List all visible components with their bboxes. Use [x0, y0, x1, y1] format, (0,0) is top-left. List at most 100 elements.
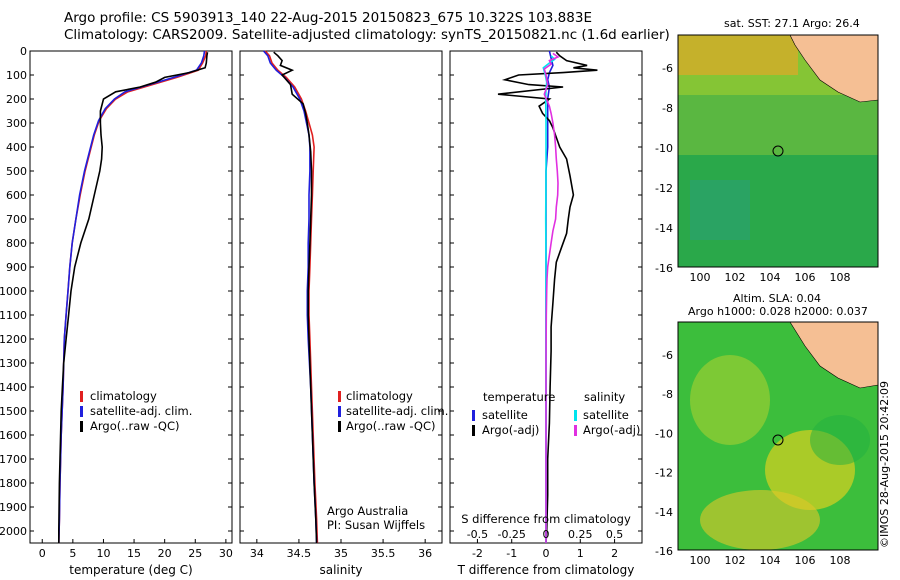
map-lat-label: -16 — [655, 262, 673, 275]
series-line-3 — [58, 52, 209, 543]
legend-swatch — [574, 425, 577, 436]
map-lon-label: 102 — [725, 554, 746, 567]
y-tick-label: 1900 — [0, 501, 27, 514]
map-lat-label: -6 — [662, 349, 673, 362]
sst-map — [677, 34, 879, 268]
x-axis-label: salinity — [319, 563, 362, 577]
y-tick-label: 700 — [6, 213, 27, 226]
legend-label: climatology — [90, 389, 157, 403]
y-tick-label: 1700 — [0, 453, 27, 466]
y-tick-label: 900 — [6, 261, 27, 274]
map-lon-label: 102 — [725, 271, 746, 284]
sla-map-title-2: Argo h1000: 0.028 h2000: 0.037 — [688, 305, 868, 318]
legend-swatch — [338, 406, 341, 417]
y-tick-label: 200 — [6, 93, 27, 106]
legend-label: satellite — [583, 408, 629, 422]
legend-label: satellite-adj. clim. — [346, 404, 448, 418]
legend-title-temperature: temperature — [483, 390, 555, 404]
sla-map-title-1: Altim. SLA: 0.04 — [733, 292, 822, 305]
s-tick-label: 0 — [543, 528, 550, 541]
y-tick-label: 1400 — [0, 381, 27, 394]
y-tick-label: 1600 — [0, 429, 27, 442]
x-tick-label: 20 — [158, 547, 172, 560]
legend-label: Argo(-adj) — [482, 423, 539, 437]
legend-title-salinity: salinity — [584, 390, 625, 404]
s-tick-label: -0.5 — [467, 528, 488, 541]
sst-map-argo-position — [772, 145, 784, 157]
s-tick-label: 0.5 — [606, 528, 624, 541]
map-lat-label: -6 — [662, 62, 673, 75]
x-tick-label: 5 — [69, 547, 76, 560]
x-axis-label: temperature (deg C) — [69, 563, 192, 577]
legend-swatch — [338, 421, 341, 432]
y-tick-label: 300 — [6, 117, 27, 130]
s-tick-label: 0.25 — [568, 528, 593, 541]
chart-panel-3: -2 -1 0 1 2 T difference from climatology temp… — [449, 50, 643, 577]
map-lon-label: 100 — [690, 271, 711, 284]
x-tick-label: 1 — [577, 547, 584, 560]
x-tick-label: 35.5 — [371, 547, 396, 560]
legend-swatch — [338, 391, 341, 402]
sla-map-frame — [677, 321, 879, 551]
legend-swatch — [574, 410, 577, 421]
y-tick-label: 1800 — [0, 477, 27, 490]
map-lat-label: -14 — [655, 222, 673, 235]
series-line-4 — [543, 52, 560, 543]
sla-map-high-a — [690, 355, 770, 445]
y-tick-label: 800 — [6, 237, 27, 250]
x-tick-label: 0 — [543, 547, 550, 560]
map-lat-label: -12 — [655, 182, 673, 195]
series-line-2 — [58, 50, 206, 544]
sst-map-mid-band — [678, 95, 878, 155]
x-tick-label: 30 — [219, 547, 233, 560]
map-lon-label: 108 — [830, 554, 851, 567]
legend-label: Argo(-adj) — [583, 423, 640, 437]
legend-swatch — [472, 425, 475, 436]
x-tick-label: -1 — [506, 547, 517, 560]
annotation-line: Argo Australia — [327, 504, 408, 518]
series-line-3 — [273, 51, 318, 544]
panel-frame — [239, 50, 443, 544]
map-lat-label: -16 — [655, 545, 673, 558]
y-tick-label: 500 — [6, 165, 27, 178]
map-lon-label: 106 — [795, 554, 816, 567]
y-tick-label: 600 — [6, 189, 27, 202]
legend-label: Argo(..raw -QC) — [90, 419, 180, 433]
profile-title: Argo profile: CS 5903913_140 22-Aug-2015… — [64, 10, 592, 26]
map-lon-label: 100 — [690, 554, 711, 567]
chart-panel-1: 0100200300400500600700800900100011001200… — [0, 45, 233, 577]
legend-label: Argo(..raw -QC) — [346, 419, 436, 433]
map-lon-label: 108 — [830, 271, 851, 284]
legend-swatch — [472, 410, 475, 421]
sla-map-low-a — [810, 415, 870, 465]
panel-frame — [29, 50, 233, 544]
y-tick-label: 1300 — [0, 357, 27, 370]
sla-map — [677, 321, 879, 551]
series-line-1 — [264, 50, 319, 544]
x-tick-label: -2 — [472, 547, 483, 560]
y-tick-label: 1100 — [0, 309, 27, 322]
top-axis-label: S difference from climatology — [461, 512, 631, 526]
x-tick-label: 2 — [611, 547, 618, 560]
legend-swatch — [80, 391, 83, 402]
y-tick-label: 2000 — [0, 525, 27, 538]
s-tick-label: -0.25 — [497, 528, 525, 541]
map-lat-label: -10 — [655, 142, 673, 155]
series-line-1 — [58, 50, 208, 544]
map-lat-label: -10 — [655, 427, 673, 440]
y-tick-label: 0 — [20, 45, 27, 58]
x-tick-label: 10 — [96, 547, 110, 560]
x-tick-label: 35 — [334, 547, 348, 560]
climatology-title: Climatology: CARS2009. Satellite-adjuste… — [64, 27, 670, 43]
x-tick-label: 25 — [188, 547, 202, 560]
map-lat-label: -8 — [662, 102, 673, 115]
map-lon-label: 104 — [760, 271, 781, 284]
sst-map-hot-band — [678, 35, 798, 75]
legend-label: satellite-adj. clim. — [90, 404, 192, 418]
series-line-2 — [497, 51, 598, 544]
legend-swatch — [80, 421, 83, 432]
sla-map-argo-position — [772, 434, 784, 446]
y-tick-label: 1000 — [0, 285, 27, 298]
sst-map-frame — [677, 34, 879, 268]
y-tick-label: 1200 — [0, 333, 27, 346]
